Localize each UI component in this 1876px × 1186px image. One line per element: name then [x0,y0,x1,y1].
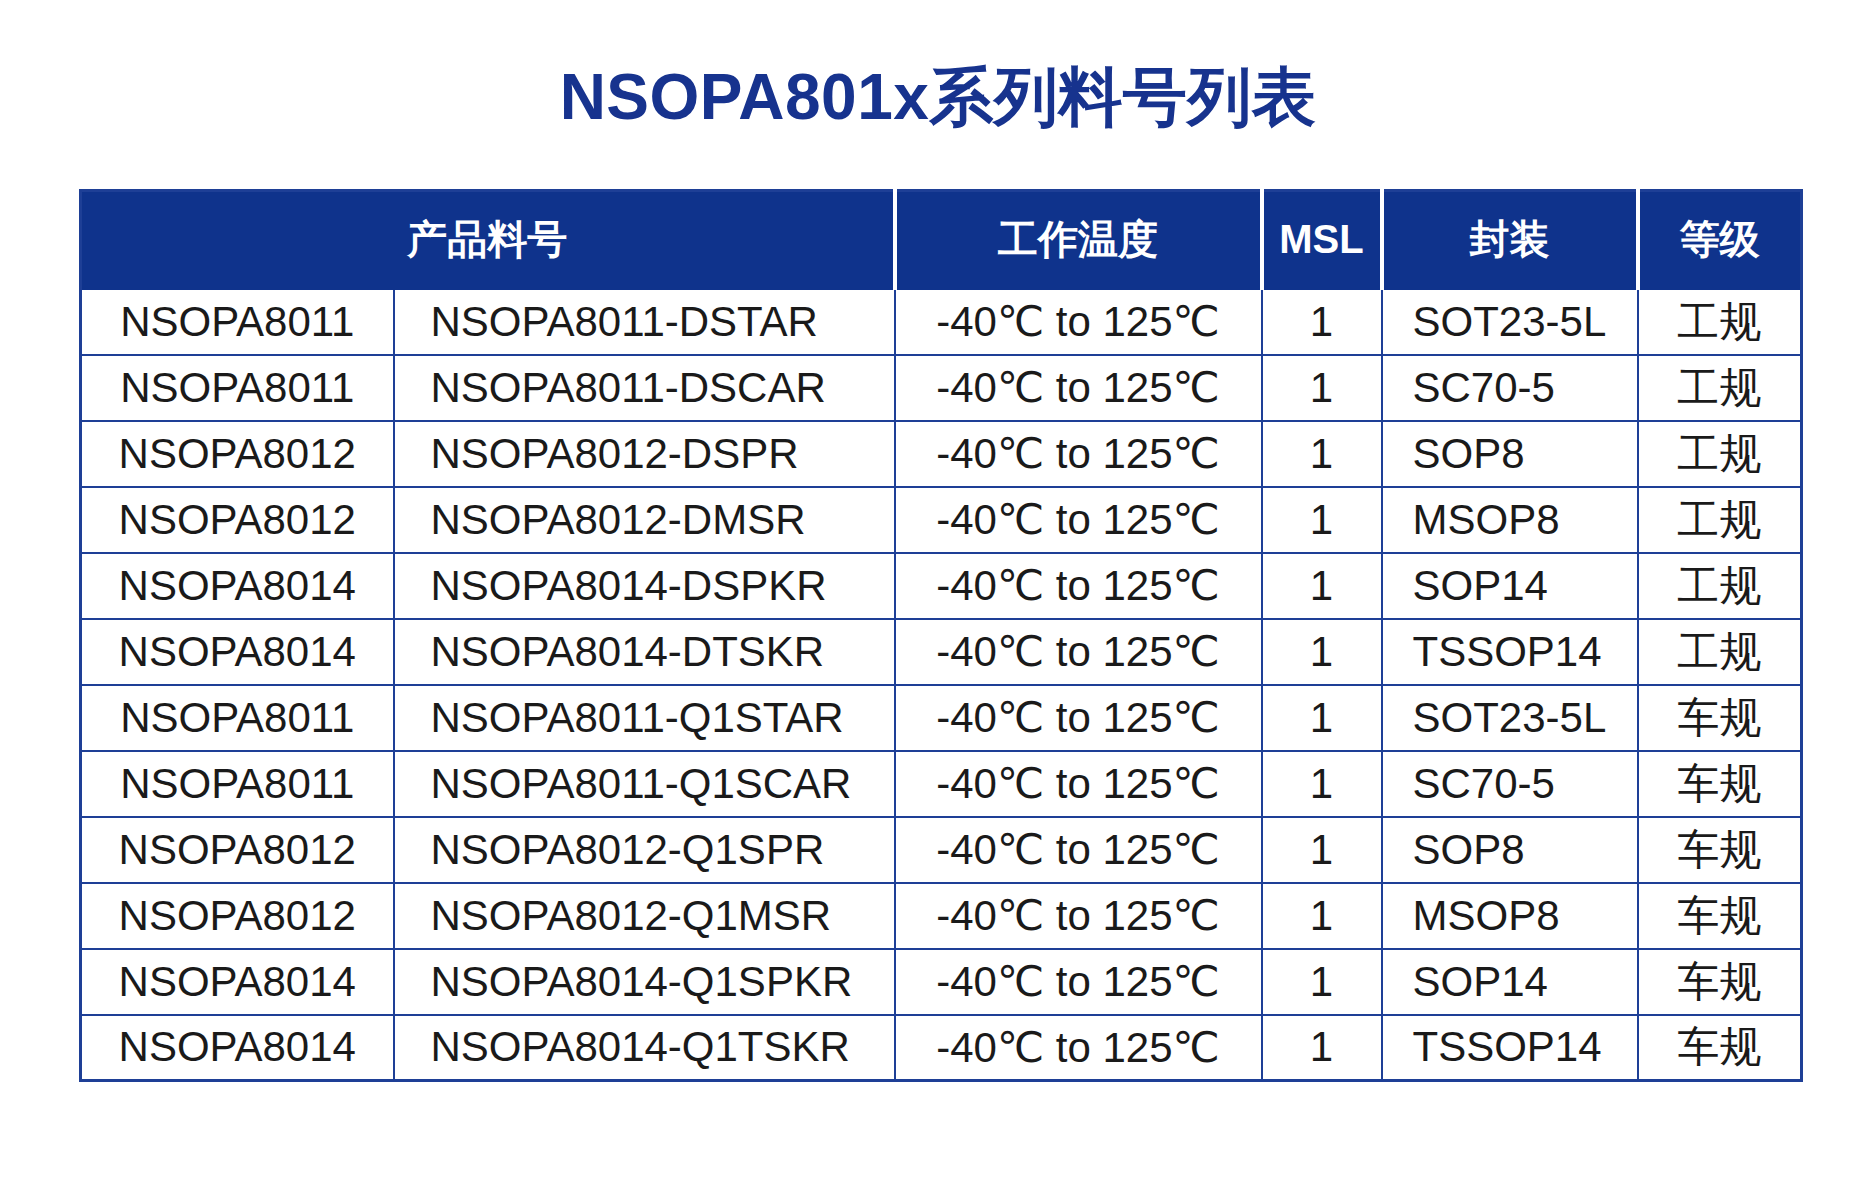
table-header-row: 产品料号 工作温度 MSL 封装 等级 [81,191,1802,289]
cell-part-number: NSOPA8012-DSPR [394,421,895,487]
table-row: NSOPA8011 NSOPA8011-DSTAR -40℃ to 125℃ 1… [81,289,1802,355]
cell-grade: 工规 [1638,553,1802,619]
cell-part-number: NSOPA8012-Q1SPR [394,817,895,883]
cell-msl: 1 [1262,487,1382,553]
cell-msl: 1 [1262,289,1382,355]
cell-msl: 1 [1262,751,1382,817]
cell-series: NSOPA8012 [81,421,394,487]
cell-part-number: NSOPA8012-DMSR [394,487,895,553]
cell-part-number: NSOPA8011-Q1SCAR [394,751,895,817]
cell-series: NSOPA8011 [81,289,394,355]
cell-part-number: NSOPA8011-DSCAR [394,355,895,421]
cell-package: SOP8 [1382,421,1638,487]
cell-temp-range: -40℃ to 125℃ [895,289,1262,355]
cell-temp-range: -40℃ to 125℃ [895,355,1262,421]
cell-msl: 1 [1262,355,1382,421]
cell-temp-range: -40℃ to 125℃ [895,553,1262,619]
cell-msl: 1 [1262,817,1382,883]
cell-temp-range: -40℃ to 125℃ [895,883,1262,949]
cell-msl: 1 [1262,553,1382,619]
cell-temp-range: -40℃ to 125℃ [895,817,1262,883]
cell-grade: 工规 [1638,289,1802,355]
table-row: NSOPA8012 NSOPA8012-DSPR -40℃ to 125℃ 1 … [81,421,1802,487]
cell-temp-range: -40℃ to 125℃ [895,619,1262,685]
cell-package: SC70-5 [1382,355,1638,421]
cell-temp-range: -40℃ to 125℃ [895,1015,1262,1081]
page-title: NSOPA801x系列料号列表 [0,60,1876,134]
column-header-msl: MSL [1262,191,1382,289]
cell-series: NSOPA8012 [81,817,394,883]
cell-package: SC70-5 [1382,751,1638,817]
cell-part-number: NSOPA8014-Q1SPKR [394,949,895,1015]
column-header-product-part-number: 产品料号 [81,191,895,289]
cell-package: TSSOP14 [1382,619,1638,685]
cell-series: NSOPA8011 [81,751,394,817]
cell-series: NSOPA8011 [81,355,394,421]
cell-temp-range: -40℃ to 125℃ [895,751,1262,817]
cell-grade: 工规 [1638,355,1802,421]
cell-grade: 车规 [1638,1015,1802,1081]
cell-series: NSOPA8014 [81,949,394,1015]
cell-msl: 1 [1262,949,1382,1015]
cell-package: TSSOP14 [1382,1015,1638,1081]
cell-package: SOP8 [1382,817,1638,883]
cell-package: SOP14 [1382,949,1638,1015]
cell-package: MSOP8 [1382,883,1638,949]
cell-msl: 1 [1262,1015,1382,1081]
cell-grade: 车规 [1638,817,1802,883]
cell-temp-range: -40℃ to 125℃ [895,949,1262,1015]
cell-package: SOP14 [1382,553,1638,619]
cell-part-number: NSOPA8014-DSPKR [394,553,895,619]
cell-series: NSOPA8014 [81,619,394,685]
cell-series: NSOPA8014 [81,553,394,619]
cell-part-number: NSOPA8014-DTSKR [394,619,895,685]
cell-grade: 工规 [1638,487,1802,553]
table-row: NSOPA8014 NSOPA8014-DTSKR -40℃ to 125℃ 1… [81,619,1802,685]
cell-package: SOT23-5L [1382,289,1638,355]
cell-series: NSOPA8011 [81,685,394,751]
column-header-operating-temperature: 工作温度 [895,191,1262,289]
table-row: NSOPA8014 NSOPA8014-Q1SPKR -40℃ to 125℃ … [81,949,1802,1015]
table-row: NSOPA8012 NSOPA8012-Q1MSR -40℃ to 125℃ 1… [81,883,1802,949]
cell-temp-range: -40℃ to 125℃ [895,487,1262,553]
column-header-grade: 等级 [1638,191,1802,289]
table-row: NSOPA8011 NSOPA8011-DSCAR -40℃ to 125℃ 1… [81,355,1802,421]
table-row: NSOPA8011 NSOPA8011-Q1STAR -40℃ to 125℃ … [81,685,1802,751]
part-number-table-container: 产品料号 工作温度 MSL 封装 等级 NSOPA8011 NSOPA8011-… [79,189,1803,1082]
cell-msl: 1 [1262,421,1382,487]
table-row: NSOPA8014 NSOPA8014-Q1TSKR -40℃ to 125℃ … [81,1015,1802,1081]
cell-grade: 车规 [1638,751,1802,817]
table-row: NSOPA8014 NSOPA8014-DSPKR -40℃ to 125℃ 1… [81,553,1802,619]
cell-series: NSOPA8012 [81,487,394,553]
cell-msl: 1 [1262,883,1382,949]
cell-package: MSOP8 [1382,487,1638,553]
table-row: NSOPA8012 NSOPA8012-DMSR -40℃ to 125℃ 1 … [81,487,1802,553]
cell-part-number: NSOPA8011-Q1STAR [394,685,895,751]
cell-part-number: NSOPA8012-Q1MSR [394,883,895,949]
table-row: NSOPA8012 NSOPA8012-Q1SPR -40℃ to 125℃ 1… [81,817,1802,883]
column-header-package: 封装 [1382,191,1638,289]
cell-series: NSOPA8014 [81,1015,394,1081]
cell-part-number: NSOPA8011-DSTAR [394,289,895,355]
cell-grade: 车规 [1638,685,1802,751]
cell-temp-range: -40℃ to 125℃ [895,685,1262,751]
part-number-table: 产品料号 工作温度 MSL 封装 等级 NSOPA8011 NSOPA8011-… [79,189,1803,1082]
cell-temp-range: -40℃ to 125℃ [895,421,1262,487]
cell-package: SOT23-5L [1382,685,1638,751]
cell-series: NSOPA8012 [81,883,394,949]
cell-msl: 1 [1262,685,1382,751]
cell-msl: 1 [1262,619,1382,685]
cell-grade: 工规 [1638,421,1802,487]
cell-grade: 车规 [1638,949,1802,1015]
cell-grade: 车规 [1638,883,1802,949]
cell-part-number: NSOPA8014-Q1TSKR [394,1015,895,1081]
table-row: NSOPA8011 NSOPA8011-Q1SCAR -40℃ to 125℃ … [81,751,1802,817]
cell-grade: 工规 [1638,619,1802,685]
